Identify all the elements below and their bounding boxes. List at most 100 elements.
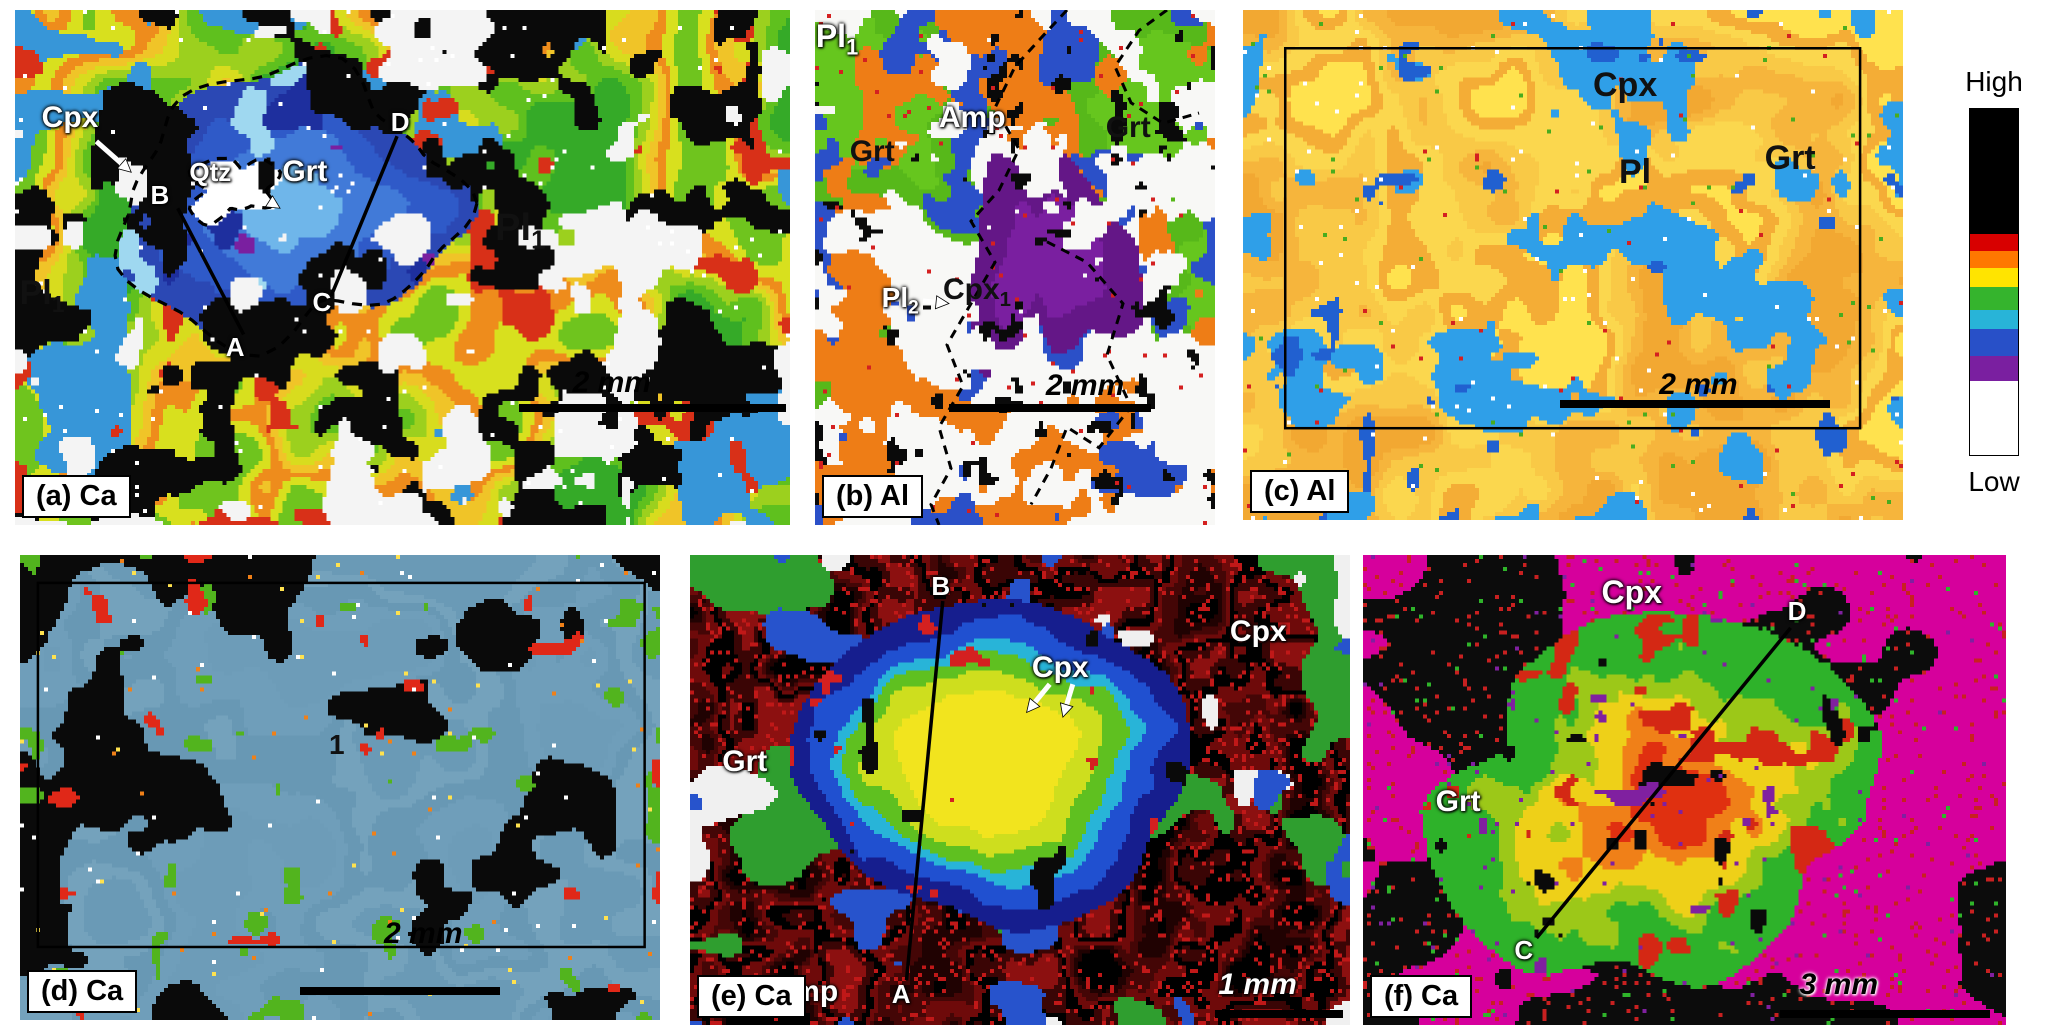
panel-tag: (b) Al [822,474,924,518]
pointer-arrow [1026,682,1052,714]
mineral-label-1: 1 [329,729,345,761]
traverse-point-d: D [390,106,410,137]
panel-c-al-map: Cpx Pl Grt (c) Al 2 mm [1243,10,1903,520]
arrow-shaft [94,139,124,166]
traverse-line [329,135,399,297]
scale-bar [949,403,1151,412]
traverse-point-a: A [891,979,911,1010]
mineral-label-cpx: Cpx [1593,65,1658,104]
panel-a-ca-map: Cpx Qtz Grt Pl1 Pl1 B A C D (a) Ca 2 mm [15,10,790,525]
colorbar-segment [1970,328,2018,357]
colorbar-segment [1970,287,2018,310]
annotation-layer: Cpx Pl Grt [1243,10,1903,520]
colorbar-segment [1970,250,2018,269]
scale-label: 2 mm [384,916,463,950]
mineral-label-pl2: Pl2 [881,281,919,319]
pointer-arrow [246,185,281,209]
arrow-head [264,195,281,209]
colorbar-segment [1970,233,2018,251]
annotation-layer: Cpx Qtz Grt Pl1 Pl1 B A C D [15,10,790,525]
arrow-shaft [246,185,271,204]
dashed-grain-boundary [113,53,479,358]
mineral-label-pl1: Pl1 [815,17,859,60]
mineral-label-cpx: Cpx [1229,615,1287,649]
annotation-overlay [94,53,479,358]
arrow-shaft [1064,683,1076,706]
scale-bar [1559,400,1831,409]
mineral-label-grt: Grt [282,155,328,189]
annotation-overlay [904,600,1076,981]
annotation-layer: 1 [20,555,660,1020]
dashed-grain-boundary [1113,10,1200,125]
arrow-head [934,295,950,310]
mineral-label-qtz: Qtz [189,157,232,188]
ca-map-canvas [20,555,660,1020]
arrow-head [1026,697,1041,714]
colorbar-segment [1970,109,2018,234]
mineral-label-cpx: Cpx [1031,650,1089,684]
intensity-colorbar: High Low [1946,66,2042,498]
panel-b-al-map: Pl1 Amp Grt Grt Pl2 Cpx1 (b) Al 2 mm [815,10,1215,525]
colorbar-high-label: High [1965,66,2023,97]
panel-tag: (a) Ca [22,474,131,518]
scale-label: 3 mm [1799,968,1878,1002]
mineral-label-cpx: Cpx [1601,574,1662,611]
scale-label: 2 mm [1045,368,1125,402]
annotation-layer: Cpx Grt D C [1363,555,2006,1025]
traverse-point-c: C [312,287,332,317]
pointer-arrow [1059,683,1076,719]
arrow-shaft [922,298,937,305]
scale-label: 2 mm [572,366,651,400]
traverse-point-b: B [150,179,170,210]
panel-tag: (c) Al [1250,469,1350,513]
al-map-canvas [1243,10,1903,520]
mineral-label-grt: Grt [1435,785,1481,819]
annotation-overlay [36,581,646,949]
traverse-line [176,207,246,336]
colorbar-gradient [1969,108,2019,456]
ca-map-canvas [1363,555,2006,1025]
scale-bar [300,987,500,996]
traverse-point-c: C [1514,934,1534,965]
mineral-label-grt: Grt [849,135,895,169]
mineral-label-grt: Grt [722,744,768,778]
arrow-head [1059,702,1074,719]
traverse-point-b: B [931,570,951,601]
scale-bar [1214,1009,1344,1018]
mineral-label-pl1: Pl1 [19,274,65,318]
mineral-label-grt: Grt [1764,138,1816,177]
scale-bar [1780,1009,1990,1018]
traverse-point-a: A [225,332,245,363]
ca-map-canvas [15,10,790,525]
colorbar-low-label: Low [1968,466,2020,497]
mineral-label-pl1: Pl1 [495,206,546,255]
arrow-shaft [1032,682,1052,704]
colorbar-segment [1970,309,2018,329]
arrow-head [116,157,132,173]
traverse-point-d: D [1787,596,1807,627]
panel-tag: (f) Ca [1370,974,1473,1018]
panel-tag: (d) Ca [27,969,138,1013]
scale-bar [518,403,787,412]
panel-tag: (e) Ca [697,974,806,1018]
mineral-label-cpx1: Cpx1 [942,273,1012,312]
scale-label: 2 mm [1659,367,1738,401]
colorbar-segment [1970,356,2018,381]
dashed-grain-boundary [929,10,1069,525]
annotation-layer: Pl1 Amp Grt Grt Pl2 Cpx1 [815,10,1215,525]
ca-map-canvas [690,555,1350,1025]
mineral-label-pl: Pl [1618,153,1652,192]
dashed-grain-boundary [187,156,283,228]
annotation-layer: GrtCpxCpxAmpBA [690,555,1350,1025]
al-map-canvas [815,10,1215,525]
region-outline [1283,47,1862,430]
annotation-overlay [1535,626,1792,940]
panel-d-ca-map: 1 (d) Ca 2 mm [20,555,660,1020]
mineral-label-cpx: Cpx [41,101,99,135]
annotation-overlay [1283,47,1862,430]
scale-label: 1 mm [1218,968,1297,1002]
colorbar-segment [1970,268,2018,288]
colorbar-segment [1970,380,2018,455]
